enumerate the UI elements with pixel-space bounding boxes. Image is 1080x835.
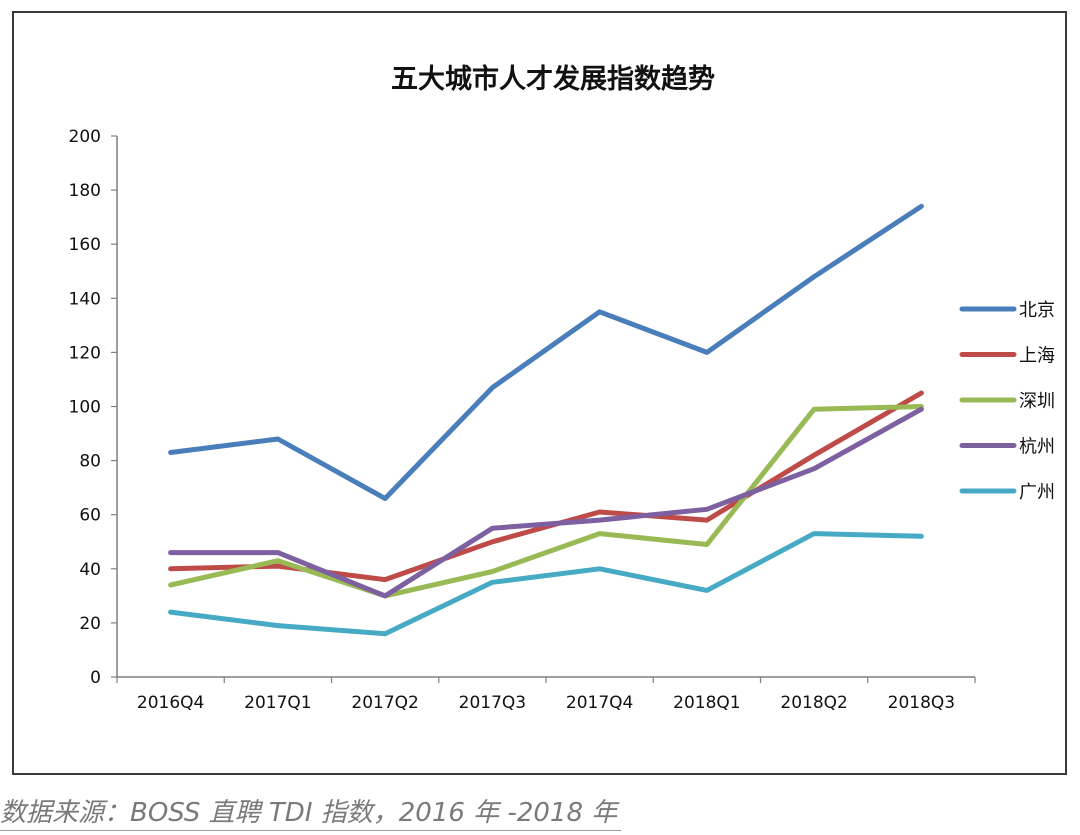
y-tick-label: 200	[69, 127, 101, 147]
x-tick-label: 2017Q1	[244, 693, 311, 713]
series-layer	[168, 203, 924, 637]
y-tick-label: 20	[79, 614, 101, 634]
x-tick-label: 2018Q2	[780, 693, 847, 713]
legend-label: 深圳	[1019, 391, 1055, 412]
y-tick-label: 60	[79, 506, 101, 526]
x-tick-label: 2018Q1	[673, 693, 740, 713]
source-note: 数据来源：BOSS 直聘 TDI 指数，2016 年 -2018 年	[0, 796, 622, 831]
series-line-5	[168, 531, 924, 637]
x-axis: 2016Q4 2017Q1 2017Q2 2017Q3 2017Q4 2018Q1 2018…	[116, 676, 976, 713]
y-tick-label: 100	[69, 398, 101, 418]
y-tick-label: 160	[69, 235, 101, 255]
x-tick-label: 2016Q4	[137, 693, 204, 713]
legend-label: 广州	[1019, 482, 1055, 503]
chart-frame	[12, 11, 1067, 775]
y-tick-label: 40	[79, 560, 101, 580]
x-tick-label: 2018Q3	[888, 693, 955, 713]
series-line-1	[168, 203, 924, 501]
legend-label: 上海	[1019, 346, 1055, 367]
series-line-4	[168, 406, 924, 599]
x-tick-label: 2017Q3	[459, 693, 526, 713]
y-tick-label: 140	[69, 289, 101, 309]
y-axis: 0 20 40 60 80 100 120 140 160 180 200	[69, 127, 118, 688]
legend-label: 北京	[1019, 300, 1055, 321]
y-tick-label: 120	[69, 343, 101, 363]
y-tick-label: 80	[79, 452, 101, 472]
x-tick-label: 2017Q2	[351, 693, 418, 713]
series-line-3	[168, 404, 924, 599]
chart-title: 五大城市人才发展指数趋势	[391, 63, 715, 95]
legend-label: 杭州	[1019, 437, 1055, 458]
y-tick-label: 180	[69, 181, 101, 201]
x-tick-label: 2017Q4	[566, 693, 633, 713]
y-tick-label: 0	[90, 668, 101, 688]
